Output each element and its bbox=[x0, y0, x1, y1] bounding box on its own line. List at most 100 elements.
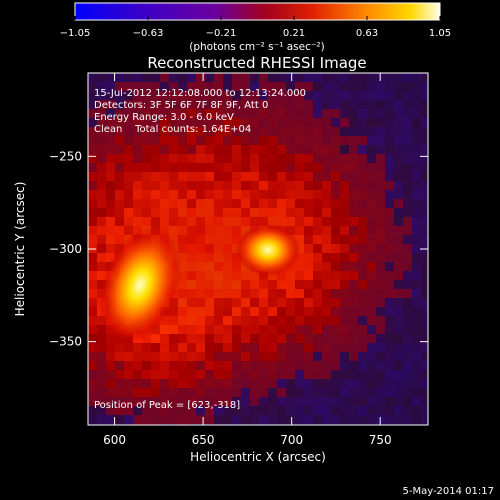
heatmap-cell bbox=[295, 127, 304, 136]
heatmap-cell bbox=[205, 388, 214, 397]
heatmap-cell bbox=[214, 109, 223, 118]
heatmap-cell bbox=[376, 388, 385, 397]
heatmap-cell bbox=[412, 82, 421, 91]
heatmap-cell bbox=[133, 397, 142, 406]
heatmap-cell bbox=[322, 361, 331, 370]
heatmap-cell bbox=[268, 91, 277, 100]
heatmap-cell bbox=[376, 190, 385, 199]
heatmap-cell bbox=[394, 154, 403, 163]
heatmap-cell bbox=[385, 370, 394, 379]
heatmap-cell bbox=[151, 415, 160, 424]
heatmap-cell bbox=[151, 109, 160, 118]
heatmap-cell bbox=[286, 82, 295, 91]
heatmap-cell bbox=[124, 118, 133, 127]
heatmap-cell bbox=[394, 316, 403, 325]
heatmap-cell bbox=[259, 397, 268, 406]
heatmap-cell bbox=[403, 163, 412, 172]
heatmap-cell bbox=[394, 253, 403, 262]
heatmap-cell bbox=[421, 73, 428, 82]
heatmap-cell bbox=[349, 379, 358, 388]
heatmap-cell bbox=[259, 406, 268, 415]
heatmap-cell bbox=[385, 397, 394, 406]
heatmap-cell bbox=[412, 91, 421, 100]
heatmap-cell bbox=[403, 298, 412, 307]
heatmap-cell bbox=[340, 316, 349, 325]
heatmap-cell bbox=[358, 397, 367, 406]
heatmap-cell bbox=[88, 316, 97, 325]
x-tick-label: 650 bbox=[192, 433, 215, 447]
heatmap-cell bbox=[133, 109, 142, 118]
heatmap-cell bbox=[196, 388, 205, 397]
heatmap-cell bbox=[358, 379, 367, 388]
heatmap-cell bbox=[187, 379, 196, 388]
heatmap-cell bbox=[124, 379, 133, 388]
heatmap-cell bbox=[223, 361, 232, 370]
heatmap-cell bbox=[331, 397, 340, 406]
colorbar-unit-label: (photons cm⁻² s⁻¹ asec⁻²) bbox=[189, 41, 324, 53]
heatmap-cell bbox=[259, 370, 268, 379]
heatmap-cell bbox=[115, 388, 124, 397]
heatmap-cell bbox=[313, 352, 322, 361]
heatmap-cell bbox=[286, 109, 295, 118]
heatmap-cell bbox=[340, 172, 349, 181]
heatmap-cell bbox=[322, 91, 331, 100]
heatmap-cell bbox=[313, 361, 322, 370]
heatmap-cell bbox=[385, 388, 394, 397]
heatmap-cell bbox=[403, 172, 412, 181]
heatmap-cell bbox=[295, 73, 304, 82]
heatmap-cell bbox=[178, 379, 187, 388]
heatmap-cell bbox=[367, 244, 376, 253]
heatmap-cell bbox=[295, 82, 304, 91]
heatmap-cell bbox=[367, 190, 376, 199]
heatmap-cell bbox=[340, 136, 349, 145]
heatmap-cell bbox=[250, 388, 259, 397]
heatmap-cell bbox=[313, 91, 322, 100]
heatmap-cell bbox=[142, 127, 151, 136]
heatmap-cell bbox=[367, 91, 376, 100]
heatmap-cell bbox=[331, 307, 340, 316]
heatmap-cell bbox=[304, 334, 313, 343]
heatmap-cell bbox=[394, 352, 403, 361]
heatmap-cell bbox=[358, 334, 367, 343]
heatmap-cell bbox=[313, 109, 322, 118]
heatmap-cell bbox=[295, 100, 304, 109]
heatmap-cell bbox=[358, 415, 367, 424]
heatmap-cell bbox=[358, 127, 367, 136]
heatmap-cell bbox=[169, 406, 178, 415]
x-tick-label: 600 bbox=[103, 433, 126, 447]
heatmap-cell bbox=[412, 154, 421, 163]
heatmap-cell bbox=[367, 136, 376, 145]
heatmap-cell bbox=[88, 406, 97, 415]
heatmap-cell bbox=[142, 415, 151, 424]
heatmap-cell bbox=[385, 415, 394, 424]
heatmap-cell bbox=[385, 82, 394, 91]
heatmap-cell bbox=[295, 91, 304, 100]
heatmap-cell bbox=[367, 298, 376, 307]
heatmap-cell bbox=[322, 154, 331, 163]
y-tick-label: −250 bbox=[49, 149, 82, 163]
heatmap-cell bbox=[106, 370, 115, 379]
heatmap-cell bbox=[124, 370, 133, 379]
heatmap-cell bbox=[349, 154, 358, 163]
heatmap-cell bbox=[97, 316, 106, 325]
heatmap-cell bbox=[376, 343, 385, 352]
heatmap-cell bbox=[403, 397, 412, 406]
heatmap-cell bbox=[322, 109, 331, 118]
heatmap-cell bbox=[88, 145, 97, 154]
x-tick-label: 750 bbox=[369, 433, 392, 447]
heatmap-cell bbox=[178, 397, 187, 406]
heatmap-cell bbox=[250, 406, 259, 415]
heatmap-cell bbox=[367, 262, 376, 271]
heatmap-cell bbox=[97, 325, 106, 334]
heatmap-cell bbox=[376, 298, 385, 307]
heatmap-cell bbox=[142, 91, 151, 100]
heatmap-cell bbox=[385, 100, 394, 109]
heatmap-cell bbox=[205, 73, 214, 82]
heatmap-cell bbox=[214, 388, 223, 397]
heatmap-cell bbox=[115, 136, 124, 145]
x-axis: 600 650 700 750 bbox=[103, 73, 392, 447]
heatmap-cell bbox=[358, 388, 367, 397]
heatmap-cell bbox=[412, 73, 421, 82]
heatmap-cell bbox=[106, 118, 115, 127]
heatmap-cell bbox=[349, 406, 358, 415]
